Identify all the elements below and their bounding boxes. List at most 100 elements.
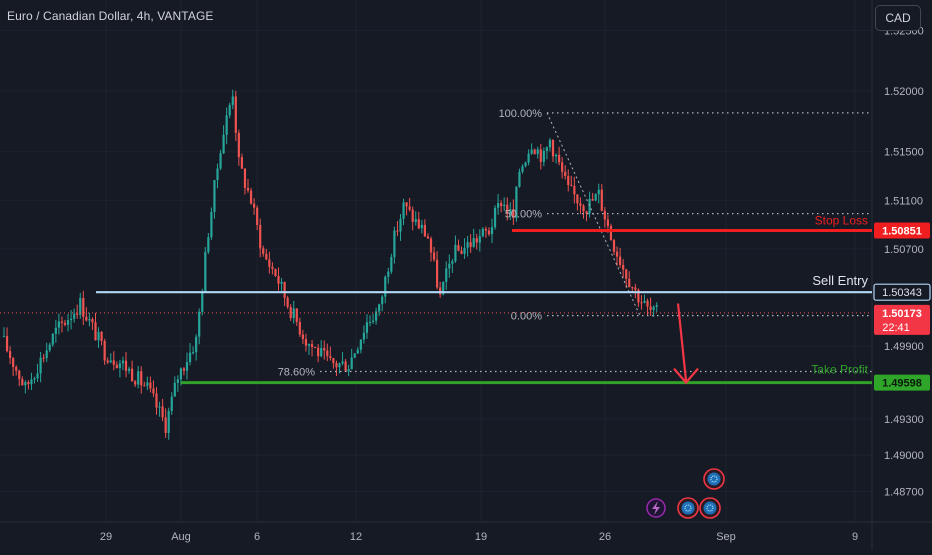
candle-body: [36, 373, 39, 379]
candle-body: [170, 396, 173, 412]
candle-body: [182, 368, 186, 371]
candle-body: [356, 349, 359, 354]
take-profit-price-tag-bg: [874, 374, 930, 391]
candle-body: [57, 321, 60, 328]
candle-body: [237, 132, 240, 158]
stop-loss-price-tag-bg: [874, 222, 930, 239]
candle-body: [42, 357, 45, 359]
candle-body: [585, 211, 588, 214]
event-stars: [684, 504, 692, 512]
candle-body: [91, 319, 94, 323]
candle-body: [109, 360, 112, 363]
candle-body: [631, 287, 634, 289]
candle-body: [576, 194, 579, 204]
candle-body: [490, 227, 494, 235]
candle-body: [554, 154, 558, 157]
candle-body: [463, 247, 466, 254]
fibonacci-retracement[interactable]: 100.00% 50.00% 0.00% 78.60%: [278, 108, 872, 379]
candle-body: [12, 358, 15, 367]
candle-body: [405, 202, 408, 207]
candle-body: [582, 205, 585, 212]
currency-button[interactable]: CAD: [875, 5, 921, 31]
candle-body: [204, 252, 207, 292]
candle-body: [143, 385, 146, 387]
candle-body: [225, 115, 228, 135]
candle-body: [612, 240, 616, 252]
candle-body: [146, 382, 149, 386]
current-price-tag-bg: [874, 304, 930, 335]
candle-body: [289, 306, 292, 319]
candle-body: [622, 264, 625, 270]
candle-body: [640, 302, 643, 304]
candle-body: [188, 352, 192, 363]
candle-body: [466, 242, 469, 248]
candle-body: [481, 228, 484, 237]
trade-levels[interactable]: Stop Loss Sell Entry Take Profit: [0, 214, 872, 385]
candle-body: [82, 298, 85, 317]
price-axis-label: 1.49000: [884, 450, 924, 462]
take-profit-price-tag: 1.49598: [882, 378, 922, 390]
candle-body: [39, 357, 42, 374]
candle-body: [597, 189, 600, 195]
candle-body: [103, 340, 106, 361]
candle-body: [558, 154, 561, 163]
economic-event-icon[interactable]: [677, 497, 699, 519]
candle-body: [332, 358, 335, 364]
candle-body: [222, 134, 225, 154]
candle-body: [439, 287, 442, 295]
candle-body: [271, 266, 274, 269]
candle-body: [185, 362, 189, 371]
candle-body: [243, 168, 247, 188]
candle-body: [27, 382, 30, 385]
candle-body: [451, 261, 454, 264]
candle-body: [371, 320, 375, 322]
candle-body: [158, 406, 161, 408]
price-tags: 1.50851 1.50343 1.50173 22:41 1.49598: [873, 222, 931, 391]
candle-body: [219, 153, 222, 169]
candle-body: [609, 226, 613, 241]
candle-body: [561, 162, 564, 172]
candle-body: [54, 327, 57, 334]
fib-level-label: 50.00%: [505, 209, 543, 221]
fib-level-label: 100.00%: [499, 108, 543, 120]
candle-body: [414, 219, 417, 222]
time-axis[interactable]: 29 Aug 6 12 19 26 Sep 9: [100, 531, 858, 543]
candle-body: [234, 96, 237, 133]
candle-body: [390, 257, 393, 272]
candle-body: [518, 171, 521, 187]
economic-event-icon[interactable]: [699, 497, 721, 519]
candle-body: [45, 350, 48, 359]
candle-body: [591, 198, 594, 201]
event-markers[interactable]: [646, 468, 725, 519]
economic-event-icon[interactable]: [703, 468, 725, 490]
candle-body: [524, 162, 527, 167]
symbol-title: Euro / Canadian Dollar, 4h, VANTAGE: [7, 9, 214, 23]
candle-body: [457, 245, 460, 251]
lightning-event-icon[interactable]: [646, 498, 666, 518]
arrow-shaft: [676, 303, 688, 381]
candle-body: [603, 210, 606, 220]
candle-body: [33, 378, 36, 380]
candle-body: [121, 360, 125, 364]
candle-body: [594, 194, 597, 201]
candle-body: [652, 306, 655, 310]
candle-body: [408, 206, 411, 210]
price-axis-label: 1.51100: [884, 195, 923, 207]
candle-body: [207, 237, 210, 253]
candle-body: [539, 149, 542, 162]
candle-body: [493, 207, 497, 228]
price-axis-label: 1.52000: [884, 86, 924, 98]
candle-body: [329, 356, 332, 359]
time-axis-label: 6: [254, 531, 260, 543]
candle-body: [155, 393, 158, 408]
price-axis-label: 1.50700: [884, 244, 924, 256]
candle-body: [628, 278, 631, 288]
price-axis-label: 1.49900: [884, 341, 924, 353]
candle-body: [506, 204, 509, 214]
candle-body: [131, 368, 134, 382]
price-axis[interactable]: 1.525001.520001.515001.511001.507001.499…: [884, 25, 924, 498]
candle-body: [231, 96, 234, 105]
candle-body: [30, 379, 33, 385]
